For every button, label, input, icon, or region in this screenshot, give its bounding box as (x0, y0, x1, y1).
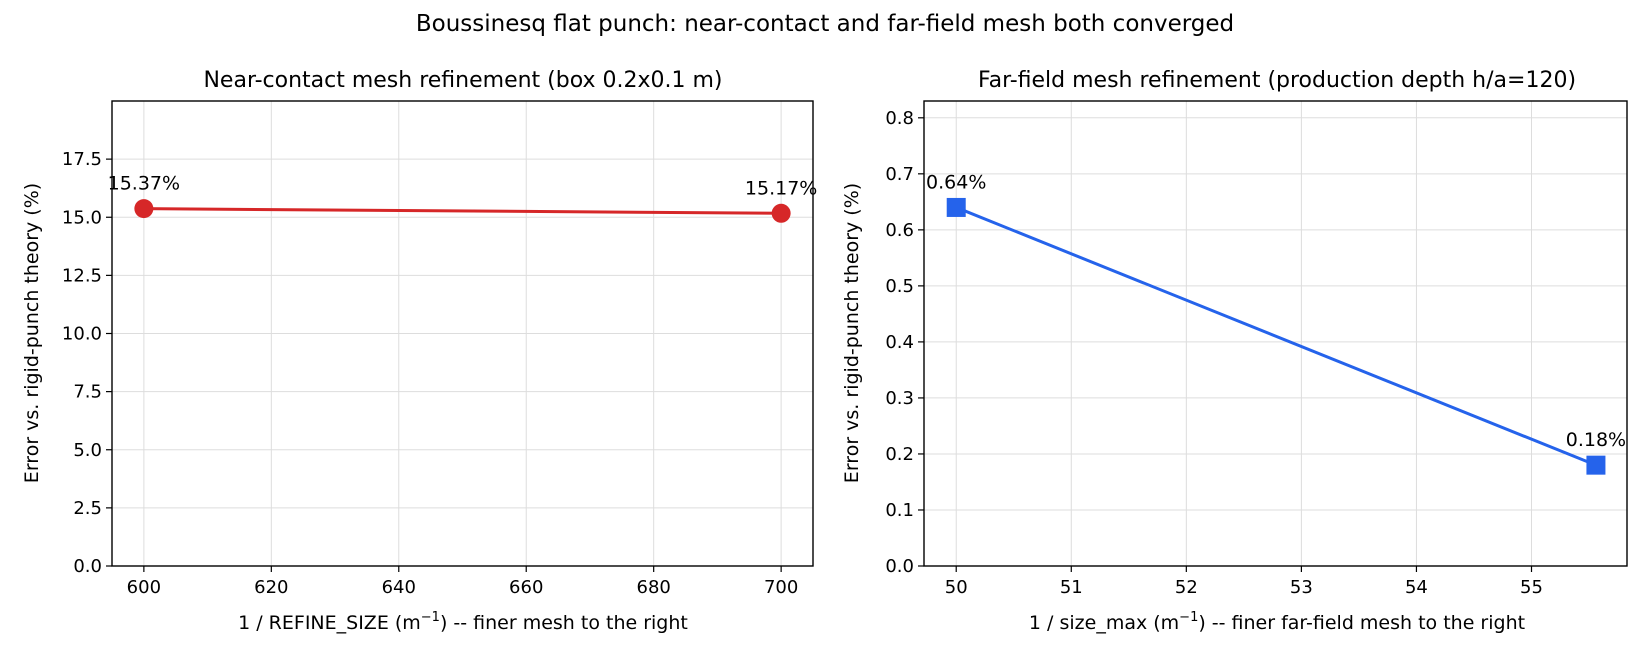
data-point (946, 197, 966, 217)
y-tick-label: 2.5 (73, 498, 102, 519)
chart-title: Far-field mesh refinement (production de… (978, 68, 1576, 93)
x-tick-label: 51 (1060, 577, 1083, 598)
y-tick-label: 0.1 (885, 500, 914, 521)
data-point (134, 199, 154, 219)
x-tick-label: 620 (254, 577, 288, 598)
y-tick-label: 0.6 (885, 220, 914, 241)
y-tick-label: 0.8 (885, 108, 914, 129)
y-tick-label: 0.7 (885, 164, 914, 185)
data-label: 0.18% (1566, 429, 1626, 451)
series-line (955, 206, 1597, 467)
figure-suptitle: Boussinesq flat punch: near-contact and … (416, 11, 1234, 37)
data-point (1586, 455, 1606, 475)
x-tick-label: 660 (509, 577, 543, 598)
y-tick-label: 0.3 (885, 388, 914, 409)
x-axis-label: 1 / REFINE_SIZE (m−1) -- finer mesh to t… (238, 610, 688, 634)
data-label: 15.37% (108, 173, 180, 195)
x-tick-label: 600 (127, 577, 161, 598)
y-tick-label: 0.0 (885, 556, 914, 577)
x-tick-label: 680 (637, 577, 671, 598)
y-tick-label: 0.5 (885, 276, 914, 297)
y-axis-label: Error vs. rigid-punch theory (%) (841, 183, 863, 483)
x-tick-label: 54 (1405, 577, 1428, 598)
data-label: 0.64% (926, 171, 986, 193)
y-tick-label: 0.2 (885, 444, 914, 465)
y-tick-label: 7.5 (73, 382, 102, 403)
y-tick-label: 15.0 (62, 207, 102, 228)
y-tick-label: 10.0 (62, 324, 102, 345)
chart-near-contact: Near-contact mesh refinement (box 0.2x0.… (21, 68, 817, 634)
y-tick-label: 12.5 (62, 265, 102, 286)
series-line (143, 207, 782, 215)
x-tick-label: 640 (382, 577, 416, 598)
x-tick-label: 55 (1520, 577, 1543, 598)
data-point (771, 203, 791, 223)
x-axis-label: 1 / size_max (m−1) -- finer far-field me… (1029, 610, 1525, 634)
y-tick-label: 0.0 (73, 556, 102, 577)
x-tick-label: 52 (1175, 577, 1198, 598)
y-axis-label: Error vs. rigid-punch theory (%) (21, 183, 43, 483)
x-tick-label: 700 (764, 577, 798, 598)
x-tick-label: 53 (1290, 577, 1313, 598)
y-tick-label: 5.0 (73, 440, 102, 461)
y-tick-label: 0.4 (885, 332, 914, 353)
y-tick-label: 17.5 (62, 149, 102, 170)
chart-title: Near-contact mesh refinement (box 0.2x0.… (203, 68, 722, 93)
plot-frame (923, 100, 1628, 567)
chart-far-field: Far-field mesh refinement (production de… (841, 68, 1628, 634)
x-tick-label: 50 (945, 577, 968, 598)
data-label: 15.17% (745, 177, 817, 199)
